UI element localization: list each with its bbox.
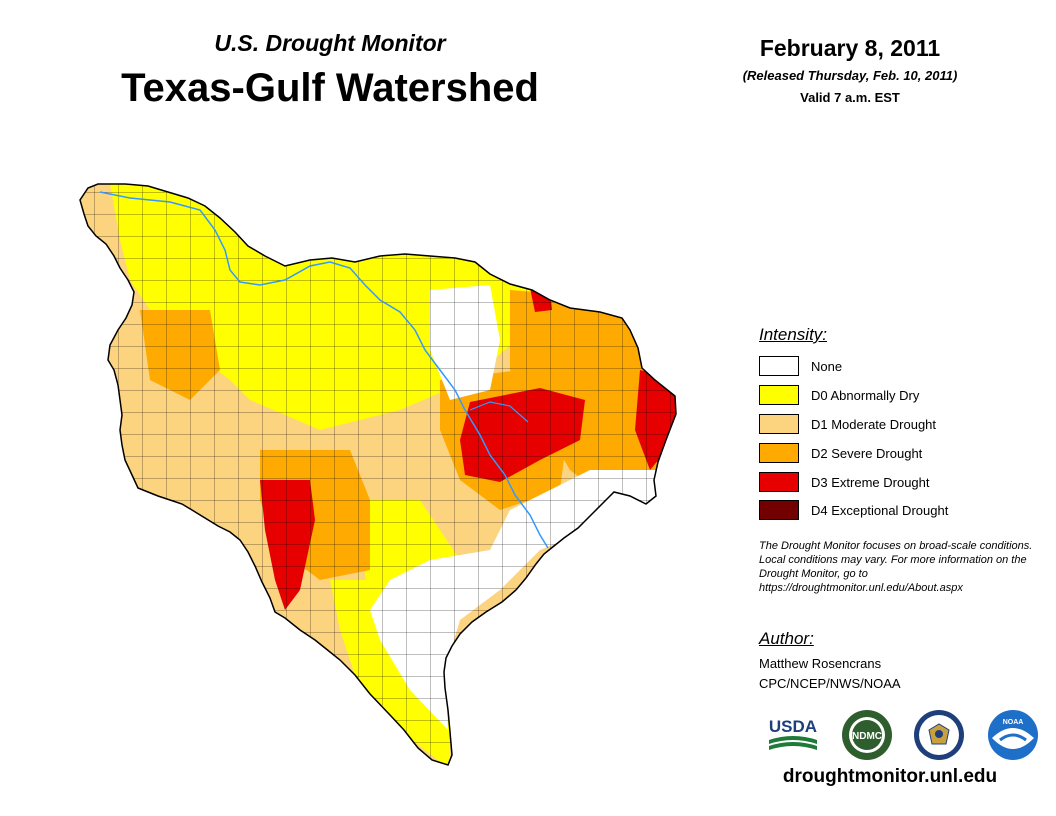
legend-item-d0: D0 Abnormally Dry bbox=[759, 383, 919, 407]
legend-label: D0 Abnormally Dry bbox=[811, 387, 920, 403]
intensity-heading: Intensity: bbox=[759, 325, 828, 344]
county-lines bbox=[80, 184, 676, 765]
river-tributary bbox=[469, 401, 529, 423]
usda-logo-text: USDA bbox=[769, 717, 817, 736]
legend-item-d4: D4 Exceptional Drought bbox=[759, 498, 948, 522]
watershed-map bbox=[79, 183, 677, 766]
release-date: (Released Thursday, Feb. 10, 2011) bbox=[742, 68, 958, 83]
legend-swatch bbox=[759, 385, 799, 405]
map-subtitle: U.S. Drought Monitor bbox=[214, 30, 446, 56]
legend-swatch bbox=[759, 443, 799, 463]
legend-label: D4 Exceptional Drought bbox=[811, 502, 949, 518]
legend-swatch bbox=[759, 500, 799, 520]
legend-swatch bbox=[759, 472, 799, 492]
legend-item-d1: D1 Moderate Drought bbox=[759, 412, 936, 436]
legend-swatch bbox=[759, 356, 799, 376]
noaa-logo-text: NOAA bbox=[1003, 719, 1024, 726]
commerce-seal-icon bbox=[914, 710, 964, 760]
map-date: February 8, 2011 bbox=[759, 35, 941, 61]
legend-swatch bbox=[759, 414, 799, 434]
legend-label: D3 Extreme Drought bbox=[811, 474, 930, 490]
legend-label: D1 Moderate Drought bbox=[811, 416, 937, 432]
ndmc-logo-icon: NDMC bbox=[842, 710, 892, 760]
legend-label: None bbox=[811, 358, 843, 374]
ndmc-logo-text: NDMC bbox=[852, 731, 882, 742]
legend-item-none: None bbox=[759, 354, 842, 378]
valid-time: Valid 7 a.m. EST bbox=[800, 90, 900, 105]
watershed-outline bbox=[79, 183, 677, 766]
usda-logo-icon: USDA bbox=[769, 717, 817, 750]
drought-monitor-note: The Drought Monitor focuses on broad-sca… bbox=[759, 540, 1033, 594]
author-heading: Author: bbox=[759, 629, 814, 648]
author-organization: CPC/NCEP/NWS/NOAA bbox=[759, 676, 901, 691]
legend-item-d3: D3 Extreme Drought bbox=[759, 470, 930, 494]
author-name: Matthew Rosencrans bbox=[759, 656, 882, 671]
website-url: droughtmonitor.unl.edu bbox=[782, 766, 998, 787]
legend-label: D2 Severe Drought bbox=[811, 445, 923, 461]
river-line bbox=[99, 191, 549, 549]
map-title: Texas-Gulf Watershed bbox=[121, 66, 539, 110]
noaa-logo-icon: NOAA bbox=[988, 710, 1038, 760]
legend-item-d2: D2 Severe Drought bbox=[759, 441, 922, 465]
drought-areas bbox=[80, 184, 676, 765]
